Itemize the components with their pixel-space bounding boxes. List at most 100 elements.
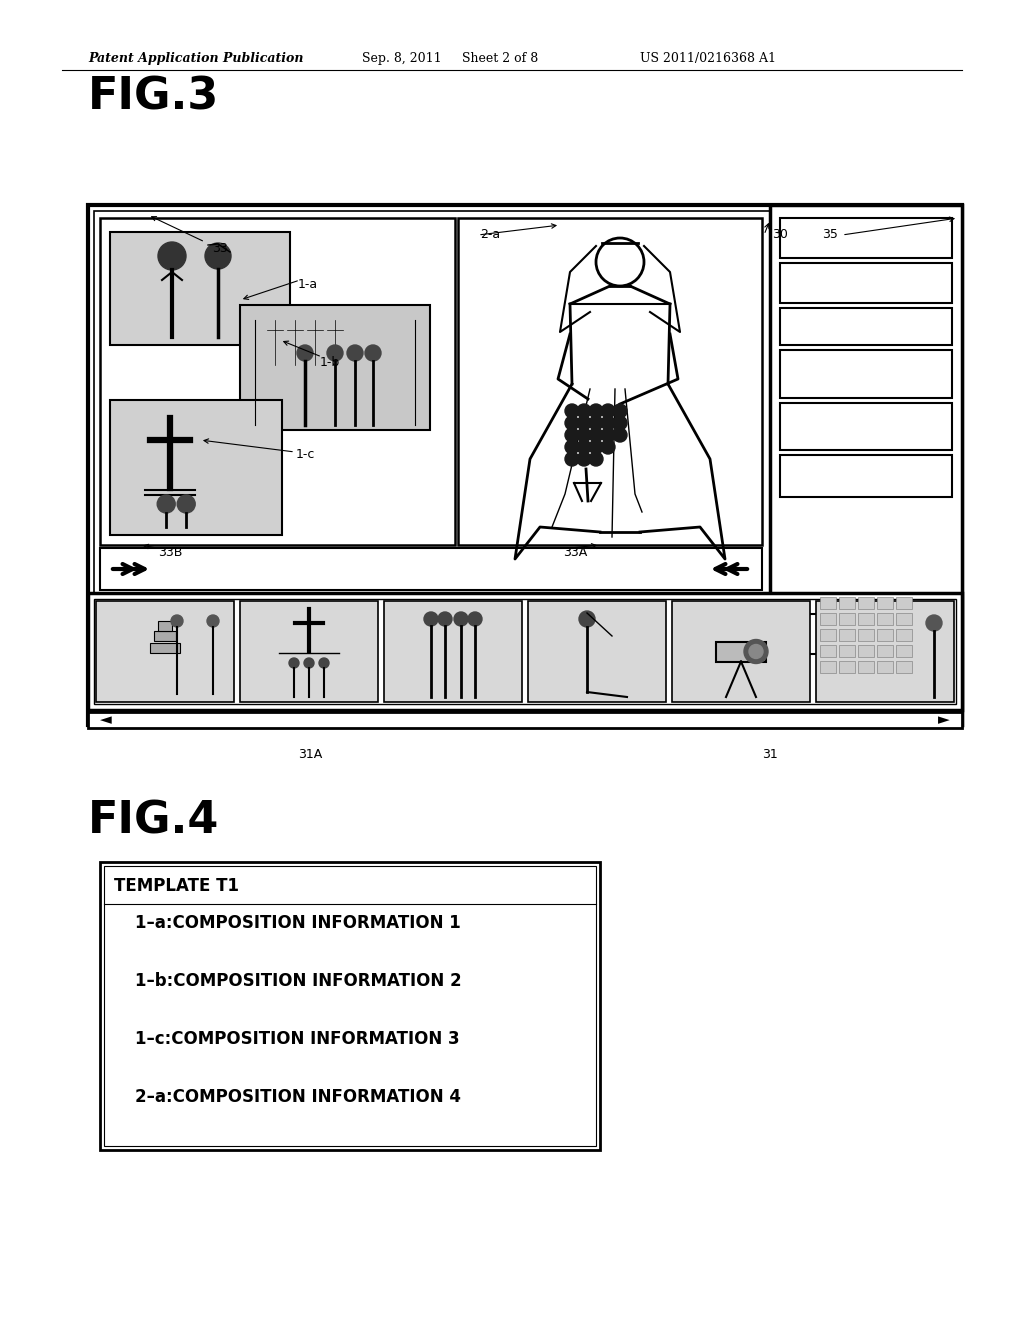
Text: Sep. 8, 2011: Sep. 8, 2011 xyxy=(362,51,441,65)
Text: RED EYE: RED EYE xyxy=(837,375,895,388)
Text: 1–c:COMPOSITION INFORMATION 3: 1–c:COMPOSITION INFORMATION 3 xyxy=(135,1030,460,1048)
Circle shape xyxy=(365,345,381,360)
Text: TEMPLATE T1: TEMPLATE T1 xyxy=(114,876,239,895)
Bar xyxy=(158,620,172,631)
Bar xyxy=(820,597,836,609)
Circle shape xyxy=(577,451,591,466)
Bar xyxy=(780,218,952,257)
Text: Sheet 2 of 8: Sheet 2 of 8 xyxy=(462,51,539,65)
Text: FIG.4: FIG.4 xyxy=(88,800,219,843)
Circle shape xyxy=(468,612,482,626)
Bar xyxy=(896,597,912,609)
Bar xyxy=(240,305,430,430)
Bar xyxy=(877,645,893,657)
Bar xyxy=(839,645,855,657)
Bar xyxy=(110,400,282,535)
Circle shape xyxy=(577,428,591,442)
Text: Patent Application Publication: Patent Application Publication xyxy=(88,51,303,65)
Text: REMOVE: REMOVE xyxy=(837,359,895,372)
Bar xyxy=(150,643,180,653)
Bar xyxy=(820,645,836,657)
Bar xyxy=(780,455,952,498)
Text: SCAR: SCAR xyxy=(847,428,885,441)
Bar xyxy=(820,612,836,624)
Text: 1-a: 1-a xyxy=(298,279,318,292)
Bar xyxy=(716,642,766,661)
Circle shape xyxy=(577,440,591,454)
Bar xyxy=(877,630,893,642)
Bar xyxy=(896,645,912,657)
Bar xyxy=(816,601,954,702)
Circle shape xyxy=(589,440,603,454)
Text: ENTER: ENTER xyxy=(841,627,892,642)
Text: 2–a:COMPOSITION INFORMATION 4: 2–a:COMPOSITION INFORMATION 4 xyxy=(135,1088,461,1106)
Circle shape xyxy=(565,440,579,454)
Circle shape xyxy=(577,416,591,430)
Text: FIG.3: FIG.3 xyxy=(88,75,219,117)
Bar xyxy=(94,211,956,719)
Bar xyxy=(672,601,810,702)
Text: 31A: 31A xyxy=(298,748,323,762)
Circle shape xyxy=(749,644,763,659)
Circle shape xyxy=(601,428,615,442)
Circle shape xyxy=(347,345,362,360)
Circle shape xyxy=(613,404,627,418)
Text: 2-a: 2-a xyxy=(480,228,500,242)
Bar xyxy=(240,601,378,702)
Text: BRUSH: BRUSH xyxy=(839,319,893,334)
Bar xyxy=(528,601,666,702)
Circle shape xyxy=(577,404,591,418)
Bar xyxy=(384,601,522,702)
Bar xyxy=(839,630,855,642)
Bar xyxy=(110,232,290,345)
Circle shape xyxy=(171,615,183,627)
Text: ROTATE: ROTATE xyxy=(836,469,896,483)
Text: BLUR: BLUR xyxy=(846,231,887,246)
Text: 1-b: 1-b xyxy=(319,355,340,368)
Circle shape xyxy=(589,451,603,466)
Text: ►: ► xyxy=(938,713,950,727)
Bar xyxy=(858,645,874,657)
Bar xyxy=(780,614,952,653)
Bar xyxy=(877,612,893,624)
Circle shape xyxy=(589,404,603,418)
Circle shape xyxy=(601,440,615,454)
Bar xyxy=(896,612,912,624)
Text: 1–a:COMPOSITION INFORMATION 1: 1–a:COMPOSITION INFORMATION 1 xyxy=(135,913,461,932)
Bar xyxy=(88,205,962,725)
Circle shape xyxy=(327,345,343,360)
Circle shape xyxy=(565,428,579,442)
Circle shape xyxy=(158,495,175,513)
Circle shape xyxy=(319,657,329,668)
Circle shape xyxy=(158,242,186,271)
Text: 33: 33 xyxy=(212,242,228,255)
Text: 35: 35 xyxy=(822,228,838,242)
Circle shape xyxy=(177,495,196,513)
Bar xyxy=(780,308,952,345)
Circle shape xyxy=(205,243,231,269)
Bar xyxy=(858,597,874,609)
Bar xyxy=(154,631,176,642)
Text: 33B: 33B xyxy=(158,545,182,558)
Bar xyxy=(100,862,600,1150)
Circle shape xyxy=(579,611,595,627)
Bar xyxy=(88,711,962,729)
Bar xyxy=(770,205,962,725)
Circle shape xyxy=(297,345,313,360)
Bar xyxy=(100,548,762,590)
Bar xyxy=(820,661,836,673)
Bar xyxy=(780,263,952,304)
Bar xyxy=(839,661,855,673)
Circle shape xyxy=(601,404,615,418)
Bar xyxy=(858,612,874,624)
Bar xyxy=(94,599,956,704)
Circle shape xyxy=(926,615,942,631)
Bar xyxy=(96,601,234,702)
Circle shape xyxy=(424,612,438,626)
Circle shape xyxy=(601,416,615,430)
Text: 33A: 33A xyxy=(563,545,587,558)
Bar xyxy=(100,218,455,545)
Circle shape xyxy=(589,428,603,442)
Circle shape xyxy=(565,404,579,418)
Text: 1–b:COMPOSITION INFORMATION 2: 1–b:COMPOSITION INFORMATION 2 xyxy=(135,972,462,990)
